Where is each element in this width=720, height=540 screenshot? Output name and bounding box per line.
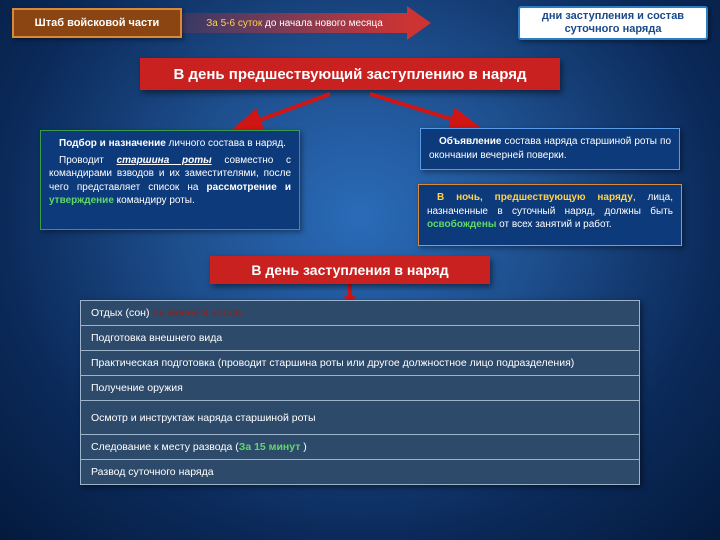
duty-day-steps-table: Отдых (сон) не менее 3 часовПодготовка в…	[80, 300, 640, 485]
info-night-before: В ночь, предшествующую наряду, лица, наз…	[418, 184, 682, 246]
banner-duty-day: В день заступления в наряд	[210, 256, 490, 284]
timing-arrow-text: За 5-6 суток до начала нового месяца	[206, 18, 383, 29]
table-row: Подготовка внешнего вида	[81, 326, 640, 351]
days-box: дни заступления и состав суточного наряд…	[518, 6, 708, 40]
table-row: Развод суточного наряда	[81, 460, 640, 485]
table-row: Отдых (сон) не менее 3 часов	[81, 301, 640, 326]
info-selection: Подбор и назначение личного состава в на…	[40, 130, 300, 230]
hq-box: Штаб войсковой части	[12, 8, 182, 38]
table-row: Осмотр и инструктаж наряда старшиной рот…	[81, 401, 640, 435]
banner-day-before: В день предшествующий заступлению в наря…	[140, 58, 560, 90]
timing-arrow-head	[407, 6, 431, 40]
table-row: Получение оружия	[81, 376, 640, 401]
table-row: Практическая подготовка (проводит старши…	[81, 351, 640, 376]
table-row: Следование к месту развода (За 15 минут …	[81, 435, 640, 460]
info-announce: Объявление состава наряда старшиной роты…	[420, 128, 680, 170]
timing-arrow: За 5-6 суток до начала нового месяца	[182, 13, 407, 33]
